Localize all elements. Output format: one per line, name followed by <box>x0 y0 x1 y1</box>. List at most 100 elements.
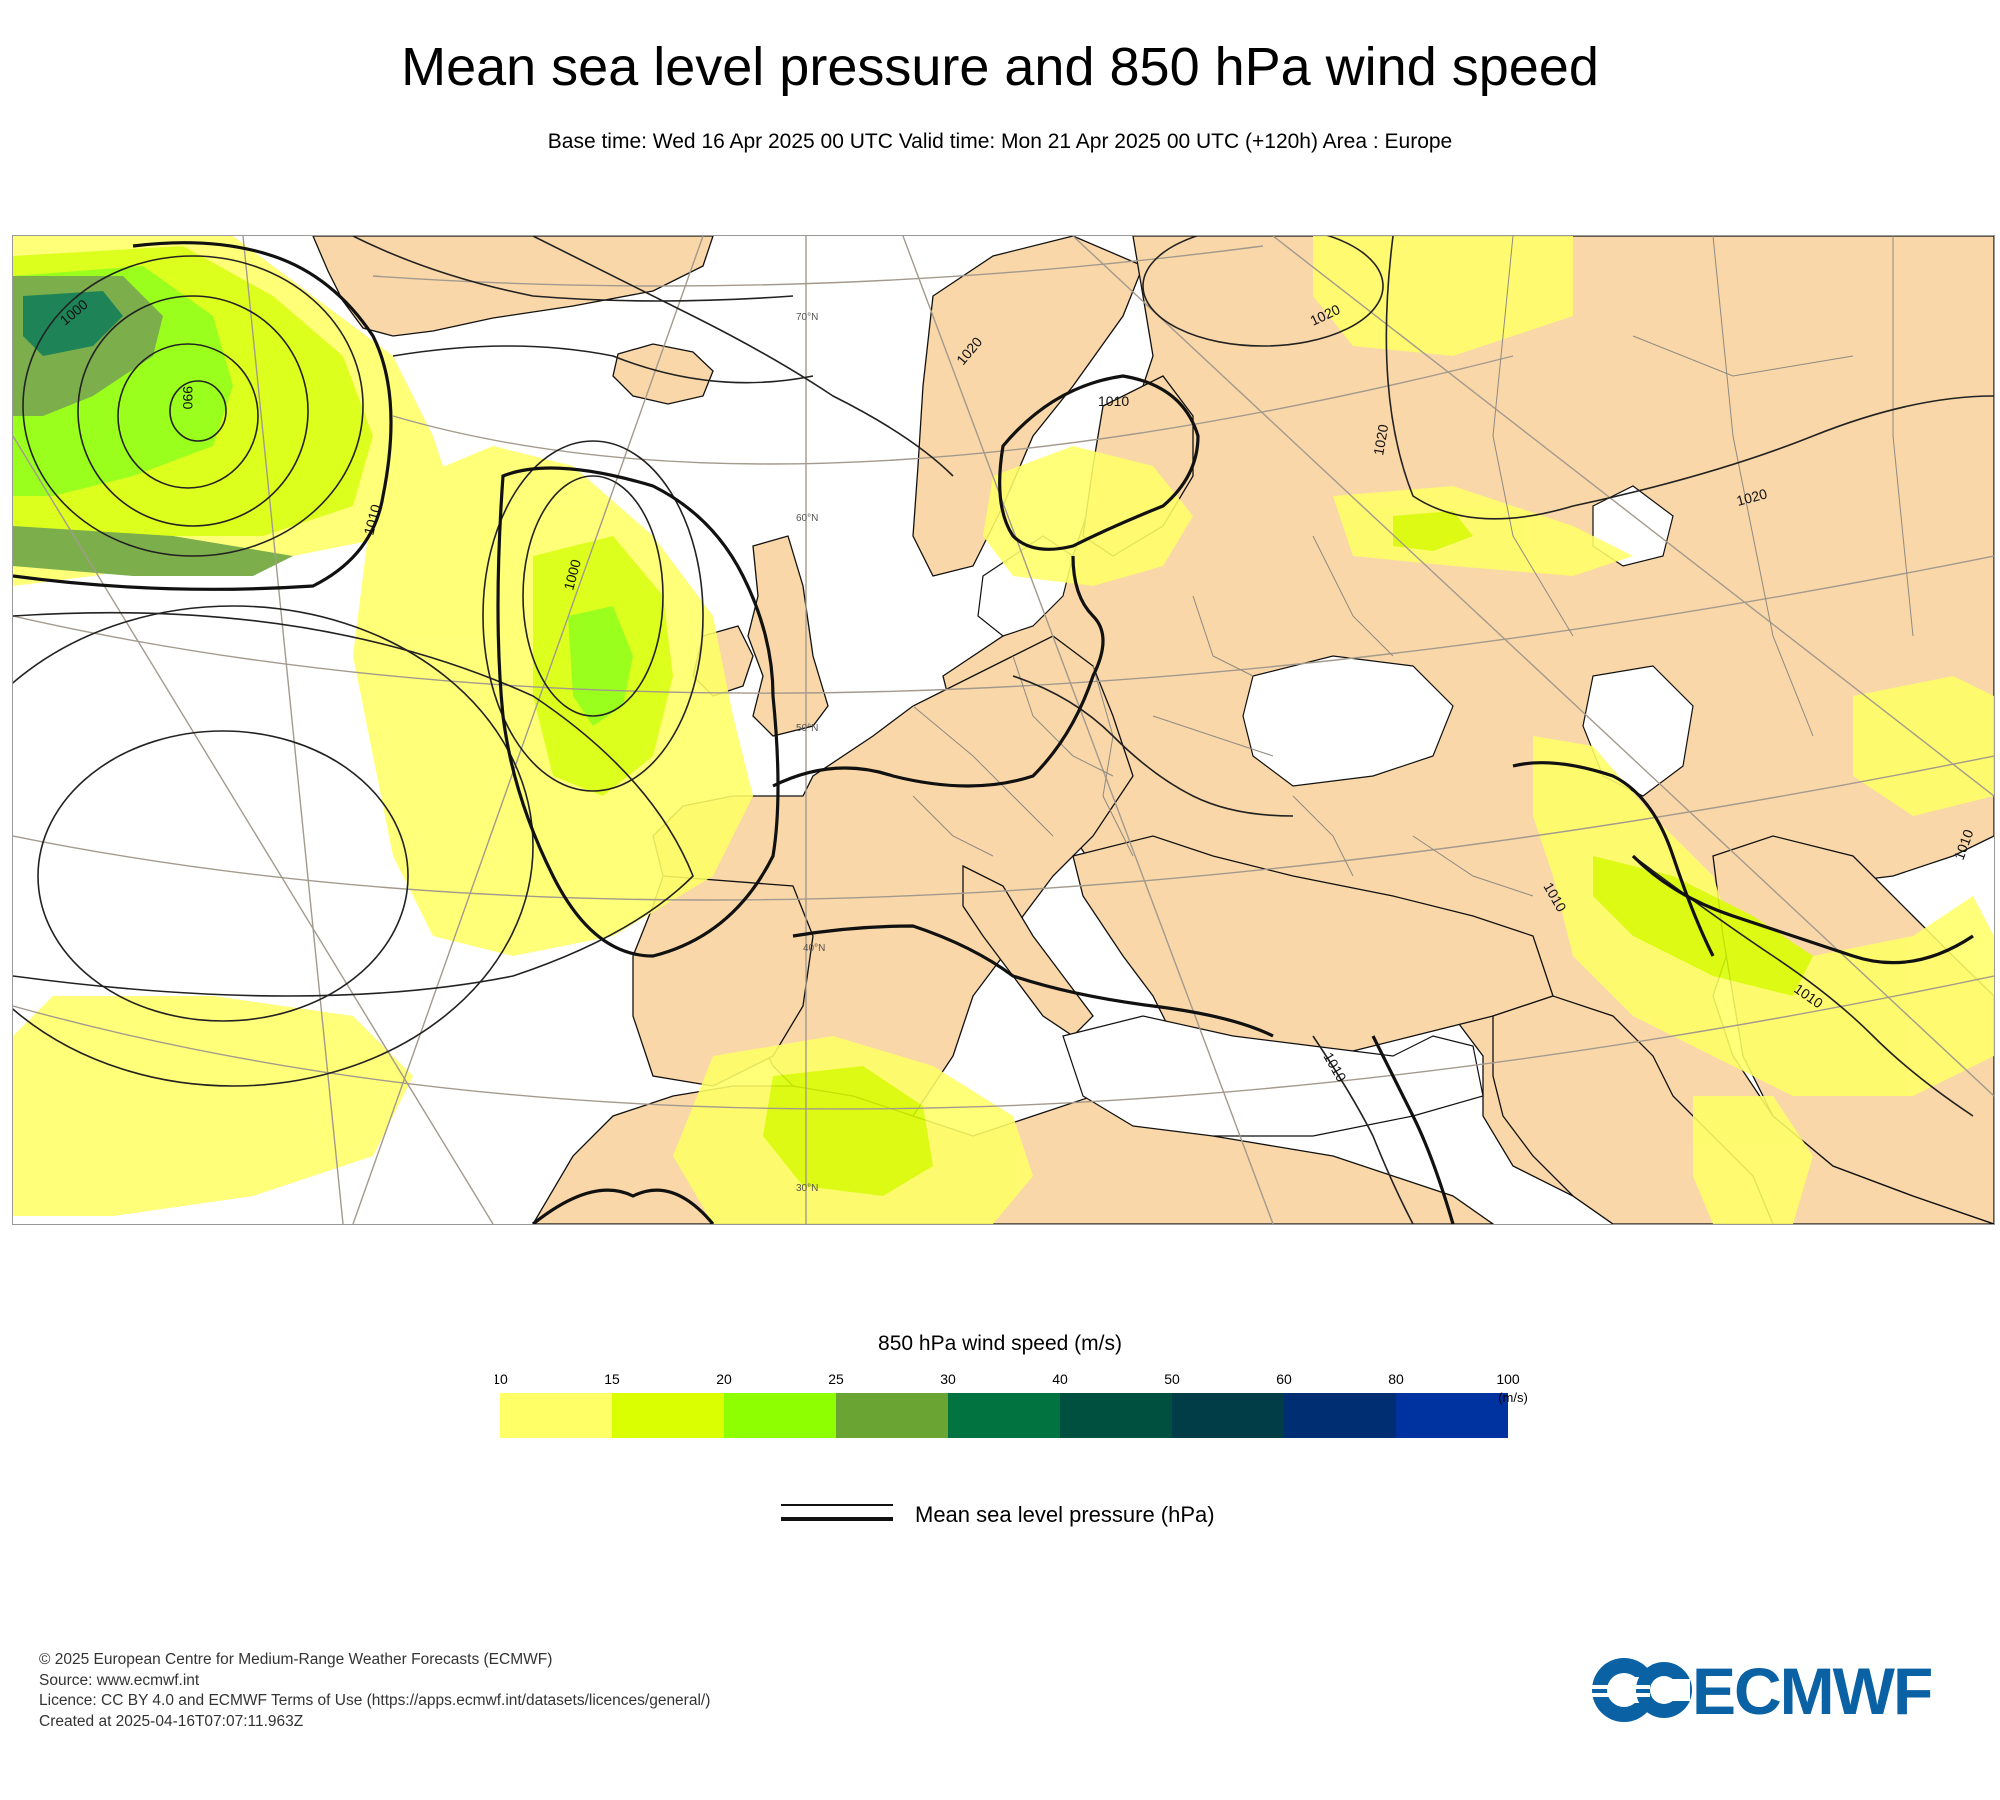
meridian-10e <box>902 236 1274 1224</box>
colorbar-tick-30: 30 <box>940 1371 956 1387</box>
forecast-map[interactable]: 70°N 60°N 50°N 40°N 30°N <box>12 235 1995 1225</box>
lat-label-60n: 60°N <box>796 513 818 524</box>
colorbar-tick-20: 20 <box>716 1371 732 1387</box>
footer-created: Created at 2025-04-16T07:07:11.963Z <box>39 1712 304 1730</box>
colorbar-tick-15: 15 <box>604 1371 620 1387</box>
land-iceland <box>612 343 714 405</box>
wind-10-15-russia-east <box>1333 486 1633 576</box>
parallel-60n <box>392 355 1514 465</box>
colorbar-tick-25: 25 <box>828 1371 844 1387</box>
wind-30-40-iceland-low <box>23 291 123 356</box>
colorbar-box-25-30 <box>836 1393 948 1438</box>
isobar-1000b <box>522 475 664 717</box>
isobar-1020-russia-east <box>1385 236 1994 520</box>
parallel-70n <box>372 245 1264 287</box>
isobar-1010-east <box>1631 854 1974 965</box>
wind-15-20-russia-east <box>1393 511 1473 551</box>
meridian-10w <box>352 236 704 1224</box>
isobar-1005a <box>22 255 364 557</box>
wind-20-25-central-atlantic <box>568 606 633 726</box>
colorbar-tick-60: 60 <box>1276 1371 1292 1387</box>
colorbar-ticks: 10 15 20 25 30 40 50 60 80 100 (m/s) <box>492 1371 1528 1405</box>
isobar-1020-south <box>37 730 409 1022</box>
lat-label-50n: 50°N <box>796 723 818 734</box>
footer-copyright: © 2025 European Centre for Medium-Range … <box>39 1651 553 1668</box>
isobar-1010-scandinavia <box>998 374 1200 551</box>
isobar-label-1000-atlantic: 1000 <box>560 557 584 591</box>
land-britain <box>747 535 829 737</box>
colorbar-box-15-20 <box>612 1393 724 1438</box>
pressure-legend-label: Mean sea level pressure (hPa) <box>915 1502 1215 1527</box>
colorbar-tick-80: 80 <box>1388 1371 1404 1387</box>
graticule <box>13 236 1994 1224</box>
mediterranean-east <box>1062 1015 1484 1137</box>
isobar-1015-greenland <box>392 345 814 384</box>
isobar-1010-med <box>792 924 1274 1038</box>
isobar-label-1020-west-russia: 1020 <box>1370 423 1391 457</box>
isobar-1010-levant <box>1512 761 1715 957</box>
wind-10-15-scandinavia <box>983 446 1193 586</box>
isobars <box>13 236 1994 1224</box>
parallel-50n <box>13 555 1994 694</box>
ecmwf-logo: ECMWF <box>1590 1654 1970 1728</box>
isobar-995 <box>117 343 259 489</box>
footer: © 2025 European Centre for Medium-Range … <box>39 1650 710 1732</box>
isobar-1000a <box>77 295 309 527</box>
wind-10-15-central-asia <box>1853 676 1994 816</box>
isobar-990 <box>169 380 227 442</box>
colorbar-box-80-100 <box>1396 1393 1508 1438</box>
isobar-label-1010-iceland: 1010 <box>360 502 384 536</box>
colorbar-box-30-40 <box>948 1393 1060 1438</box>
isobar-label-1010-scandinavia: 1010 <box>1098 393 1129 409</box>
isobar-1015-north <box>532 236 954 477</box>
footer-source: Source: www.ecmwf.int <box>39 1671 200 1689</box>
wind-speed-shading <box>13 236 1994 1224</box>
chart-title: Mean sea level pressure and 850 hPa wind… <box>401 37 1599 97</box>
wind-10-15-turkey-caucasus <box>1533 736 1994 1096</box>
colorbar-box-60-80 <box>1284 1393 1396 1438</box>
lat-label-70n: 70°N <box>796 312 818 323</box>
isobar-1010-turkey <box>1632 855 1974 1117</box>
colorbar-boxes <box>500 1393 1508 1438</box>
colorbar-box-10-15 <box>500 1393 612 1438</box>
colorbar-unit: (m/s) <box>1498 1390 1528 1405</box>
colorbar-box-50-60 <box>1172 1393 1284 1438</box>
isobar-1020-greenland-high <box>352 236 794 302</box>
colorbar-tick-50: 50 <box>1164 1371 1180 1387</box>
latitude-labels: 70°N 60°N 50°N 40°N 30°N <box>796 312 825 1194</box>
isobar-1010-atlantic-trough <box>496 466 780 958</box>
wind-colorbar: 10 15 20 25 30 40 50 60 80 100 (m/s) <box>492 1363 1535 1443</box>
black-sea <box>1242 655 1454 787</box>
parallel-40n <box>13 755 1994 901</box>
parallel-30n <box>13 975 1994 1110</box>
footer-licence: Licence: CC BY 4.0 and ECMWF Terms of Us… <box>39 1692 711 1709</box>
isobar-1010-libya <box>1371 1035 1455 1224</box>
lat-label-30n: 30°N <box>796 1183 818 1194</box>
colorbar-box-40-50 <box>1060 1393 1172 1438</box>
wind-legend-title: 850 hPa wind speed (m/s) <box>878 1332 1122 1355</box>
pressure-legend-lines <box>780 1495 1260 1535</box>
wind-10-15-russia-north <box>1313 236 1573 356</box>
isobar-1010-africa-bold <box>532 1188 715 1224</box>
ecmwf-logo-mark <box>1590 1658 1692 1722</box>
isobar-1015-south <box>13 605 534 1087</box>
colorbar-tick-40: 40 <box>1052 1371 1068 1387</box>
isobar-1015-atlantic <box>13 611 694 997</box>
isobar-1005b <box>482 440 704 792</box>
isobar-label-1020-east-russia: 1020 <box>1735 485 1769 509</box>
wind-10-15-levant <box>1693 1096 1813 1224</box>
country-borders <box>912 236 1914 897</box>
wind-15-20-turkey-caucasus <box>1593 856 1813 996</box>
ecmwf-logo-text: ECMWF <box>1692 1655 1931 1725</box>
caspian-sea <box>1582 665 1694 797</box>
isobar-1015-central-europe <box>1012 675 1294 817</box>
isobar-1020-north-russia <box>1142 236 1384 347</box>
meridian-30w <box>13 435 494 1224</box>
colorbar-box-20-25 <box>724 1393 836 1438</box>
colorbar-tick-10: 10 <box>495 1371 508 1387</box>
meridian-30e <box>1272 236 1994 797</box>
colorbar-tick-100: 100 <box>1496 1371 1520 1387</box>
lat-label-40n: 40°N <box>803 943 825 954</box>
isobar-label-990: 990 <box>180 386 196 410</box>
chart-subtitle: Base time: Wed 16 Apr 2025 00 UTC Valid … <box>547 130 1453 153</box>
